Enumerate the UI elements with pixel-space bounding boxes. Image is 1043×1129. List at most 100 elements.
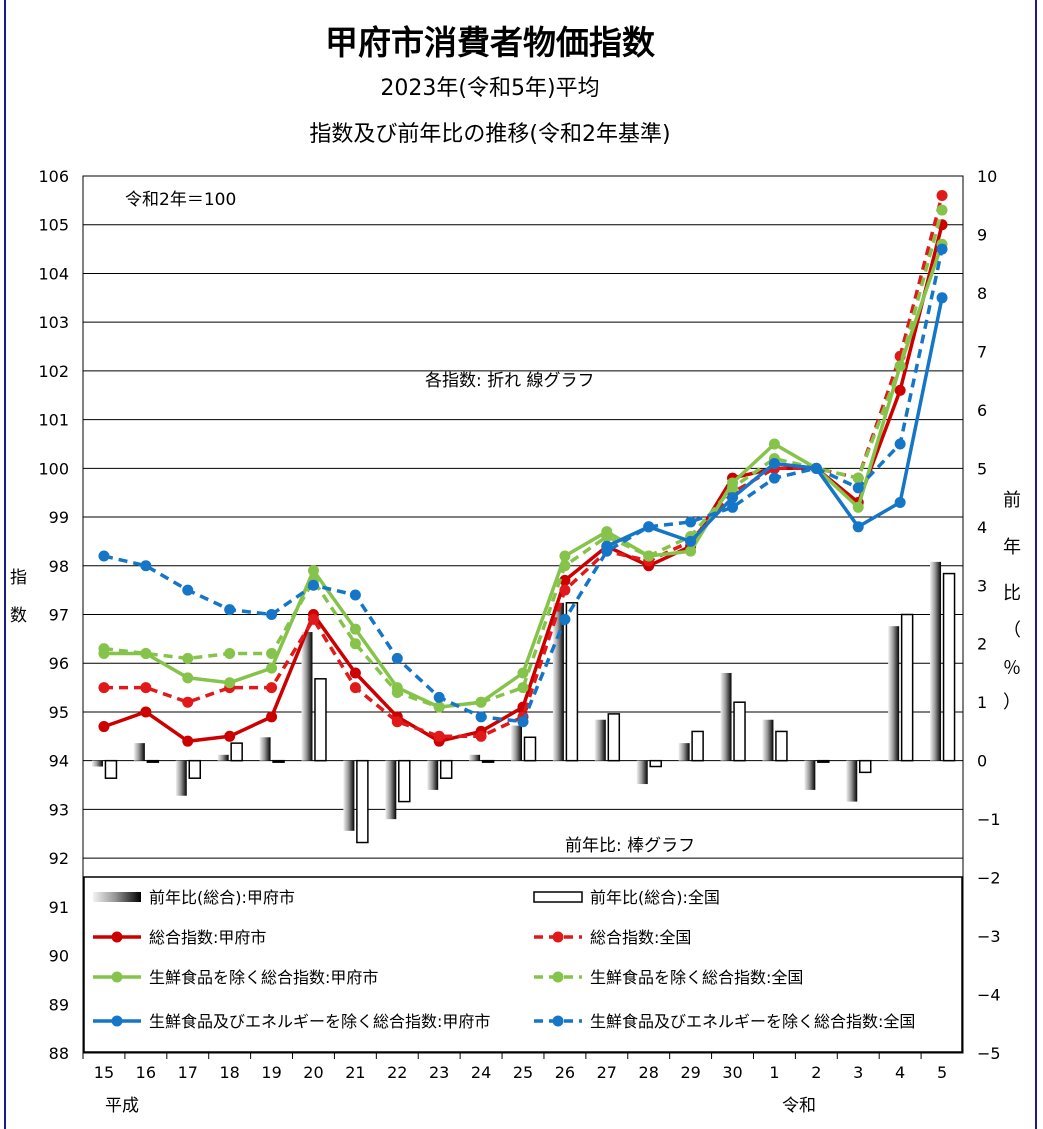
page-title: 甲府市消費者物価指数 <box>325 23 655 62</box>
y-left-tick-label: 89 <box>49 995 69 1014</box>
series-point <box>224 677 236 689</box>
bar-national <box>146 759 160 763</box>
series-point <box>349 667 361 679</box>
y-right-tick-label: 3 <box>977 576 987 595</box>
series-point <box>517 667 529 679</box>
y-right-tick-label: 7 <box>977 342 987 361</box>
series-point <box>768 438 780 450</box>
series-point <box>98 721 110 733</box>
series-point <box>559 613 571 625</box>
series-point <box>433 730 445 742</box>
series-point <box>517 682 529 694</box>
series-point <box>559 560 571 572</box>
x-tick-label: 4 <box>895 1063 905 1082</box>
bar-kofu <box>594 719 606 761</box>
bar-kofu <box>301 632 313 761</box>
y-right-tick-label: 4 <box>977 518 987 537</box>
series-line <box>606 297 944 548</box>
bar-kofu <box>217 754 229 761</box>
series-point <box>852 482 864 494</box>
series-point <box>559 550 571 562</box>
bar-note: 前年比: 棒グラフ <box>565 836 695 856</box>
x-tick-label: 20 <box>303 1063 323 1082</box>
bar-kofu <box>91 760 103 767</box>
series-line <box>103 209 944 709</box>
series-point <box>182 652 194 664</box>
series-point <box>307 565 319 577</box>
bar-national <box>523 736 537 762</box>
series-point <box>936 292 948 304</box>
right-axis-label-3: 比 <box>1003 583 1021 604</box>
series-point <box>727 482 739 494</box>
y-left-tick-label: 98 <box>49 557 69 576</box>
x-tick-label: 25 <box>513 1063 533 1082</box>
bar-national <box>900 613 914 762</box>
x-tick-label: 22 <box>387 1063 407 1082</box>
era-heisei: 平成 <box>105 1096 139 1116</box>
legend-swatch-point <box>552 1015 564 1027</box>
y-left-tick-label: 88 <box>49 1044 69 1063</box>
series-point <box>475 696 487 708</box>
bar-national <box>607 713 621 762</box>
right-axis-label-1: 前 <box>1003 490 1021 511</box>
y-left-tick-label: 92 <box>49 849 69 868</box>
series-point <box>475 730 487 742</box>
series-point <box>936 243 948 255</box>
x-tick-label: 2 <box>811 1063 821 1082</box>
subtitle-description: 指数及び前年比の推移(令和2年基準) <box>309 122 671 147</box>
legend-label: 生鮮食品を除く総合指数:甲府市 <box>149 968 378 987</box>
frame-right-line <box>1035 0 1037 1129</box>
bar-kofu <box>259 737 271 761</box>
series-point <box>224 730 236 742</box>
series-point <box>98 682 110 694</box>
y-right-tick-label: 1 <box>977 693 987 712</box>
series-point <box>182 584 194 596</box>
x-tick-label: 21 <box>345 1063 365 1082</box>
bar-kofu <box>175 760 187 796</box>
legend-label: 総合指数:全国 <box>590 928 691 947</box>
bar-kofu <box>846 760 858 802</box>
series-point <box>182 696 194 708</box>
y-left-tick-label: 104 <box>38 264 69 283</box>
legend-swatch-bar-national <box>533 891 583 903</box>
y-left-tick-label: 103 <box>38 313 69 332</box>
y-left-tick-label: 99 <box>49 508 69 527</box>
series-point <box>768 472 780 484</box>
left-axis-label-2: 数 <box>10 606 27 626</box>
legend-swatch-point <box>552 931 564 943</box>
left-axis-label-1: 指 <box>10 568 27 588</box>
bar-kofu <box>804 760 816 790</box>
x-tick-label: 19 <box>261 1063 281 1082</box>
x-tick-label: 15 <box>94 1063 114 1082</box>
x-tick-label: 1 <box>769 1063 779 1082</box>
series-point <box>266 682 278 694</box>
y-left-tick-label: 96 <box>49 654 69 673</box>
y-right-tick-label: −1 <box>977 810 1001 829</box>
era-reiwa: 令和 <box>782 1096 816 1116</box>
y-right-tick-label: 8 <box>977 284 987 303</box>
series-point <box>266 647 278 659</box>
bar-kofu <box>720 672 732 761</box>
y-left-tick-label: 90 <box>49 947 69 966</box>
bar-kofu <box>427 760 439 790</box>
series-point <box>433 701 445 713</box>
series-point <box>894 496 906 508</box>
series-point <box>643 550 655 562</box>
right-axis-label-6: ） <box>1003 692 1021 713</box>
series-point <box>307 579 319 591</box>
series-point <box>894 384 906 396</box>
bar-national <box>439 759 453 779</box>
series-point <box>810 462 822 474</box>
frame-left-line <box>4 0 6 1129</box>
legend-swatch-point <box>111 931 123 943</box>
series-point <box>391 652 403 664</box>
x-tick-label: 18 <box>219 1063 239 1082</box>
series-point <box>182 735 194 747</box>
legend-label: 生鮮食品及びエネルギーを除く総合指数:甲府市 <box>149 1012 490 1031</box>
y-left-tick-label: 101 <box>38 411 69 430</box>
series-point <box>768 457 780 469</box>
series-point <box>266 662 278 674</box>
series-point <box>894 438 906 450</box>
plot-area-border <box>82 175 964 1054</box>
